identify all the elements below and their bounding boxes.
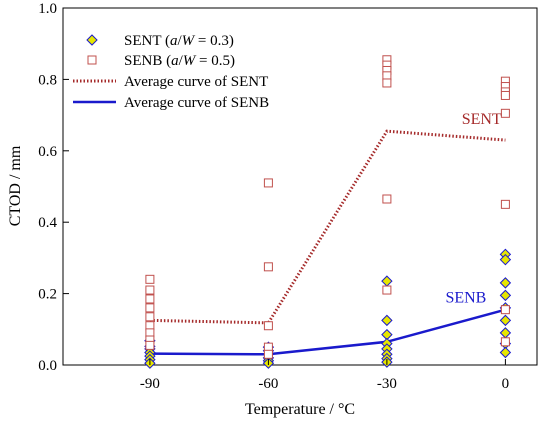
ticks-layer: 0.0 0.2 0.4 0.6 0.8 1.0 -90 -60 -30 0 <box>38 1 509 392</box>
senb-data-point <box>382 78 392 88</box>
y-tick-label: 0.8 <box>38 72 57 88</box>
x-tick-label: -60 <box>258 376 278 392</box>
sent-data-point <box>499 314 512 327</box>
senb-data-point <box>382 194 392 204</box>
x-axis-title: Temperature / °C <box>245 401 355 418</box>
x-tick-label: -90 <box>140 376 160 392</box>
senb-data-point <box>145 312 155 322</box>
x-tick-label: 0 <box>502 376 510 392</box>
annotation-label: SENT <box>462 111 502 128</box>
x-tick-label: -30 <box>377 376 397 392</box>
y-tick-label: 0.2 <box>38 287 57 303</box>
senb-average-line <box>149 308 506 356</box>
sent-data-point <box>499 253 512 266</box>
sent-data-point <box>499 346 512 359</box>
senb-data-point <box>263 178 273 188</box>
y-tick-label: 0.0 <box>38 358 57 374</box>
sent-data-point <box>381 275 393 287</box>
senb-data-point <box>263 349 273 359</box>
legend-label: SENT (a/W = 0.3) <box>124 33 234 49</box>
senb-data-point <box>145 340 155 350</box>
senb-data-point <box>500 305 510 315</box>
senb-data-point <box>382 285 392 295</box>
y-tick-label: 0.4 <box>38 215 57 231</box>
y-tick-label: 1.0 <box>38 1 57 17</box>
senb-data-point <box>145 285 155 295</box>
senb-data-point <box>500 199 510 209</box>
senb-data-point <box>500 108 510 118</box>
senb-data-point <box>500 90 510 100</box>
senb-data-point <box>263 321 273 331</box>
legend-label: SENB (a/W = 0.5) <box>124 53 235 69</box>
legend-label: Average curve of SENB <box>124 95 269 111</box>
plot-frame <box>62 7 538 366</box>
sent-data-point <box>381 314 393 327</box>
legend-diamond-marker <box>86 34 98 46</box>
sent-data-point <box>499 327 512 339</box>
sent-data-point <box>499 277 512 289</box>
legend-label: Average curve of SENT <box>124 74 268 90</box>
annotation-label: SENB <box>445 290 486 307</box>
legend: SENT (a/W = 0.3) SENB (a/W = 0.5) Average … <box>73 33 269 111</box>
sent-average-line <box>149 129 506 325</box>
y-axis-title: CTOD / mm <box>7 145 24 226</box>
legend-square-marker <box>87 55 97 65</box>
senb-data-point <box>145 294 155 304</box>
senb-data-point <box>263 262 273 272</box>
senb-data-point <box>145 303 155 313</box>
senb-data-point <box>145 274 155 284</box>
sent-data-point <box>499 289 512 302</box>
y-tick-label: 0.6 <box>38 144 57 160</box>
senb-data-point <box>500 337 510 347</box>
marks-layer: SENT SENB <box>144 55 512 369</box>
